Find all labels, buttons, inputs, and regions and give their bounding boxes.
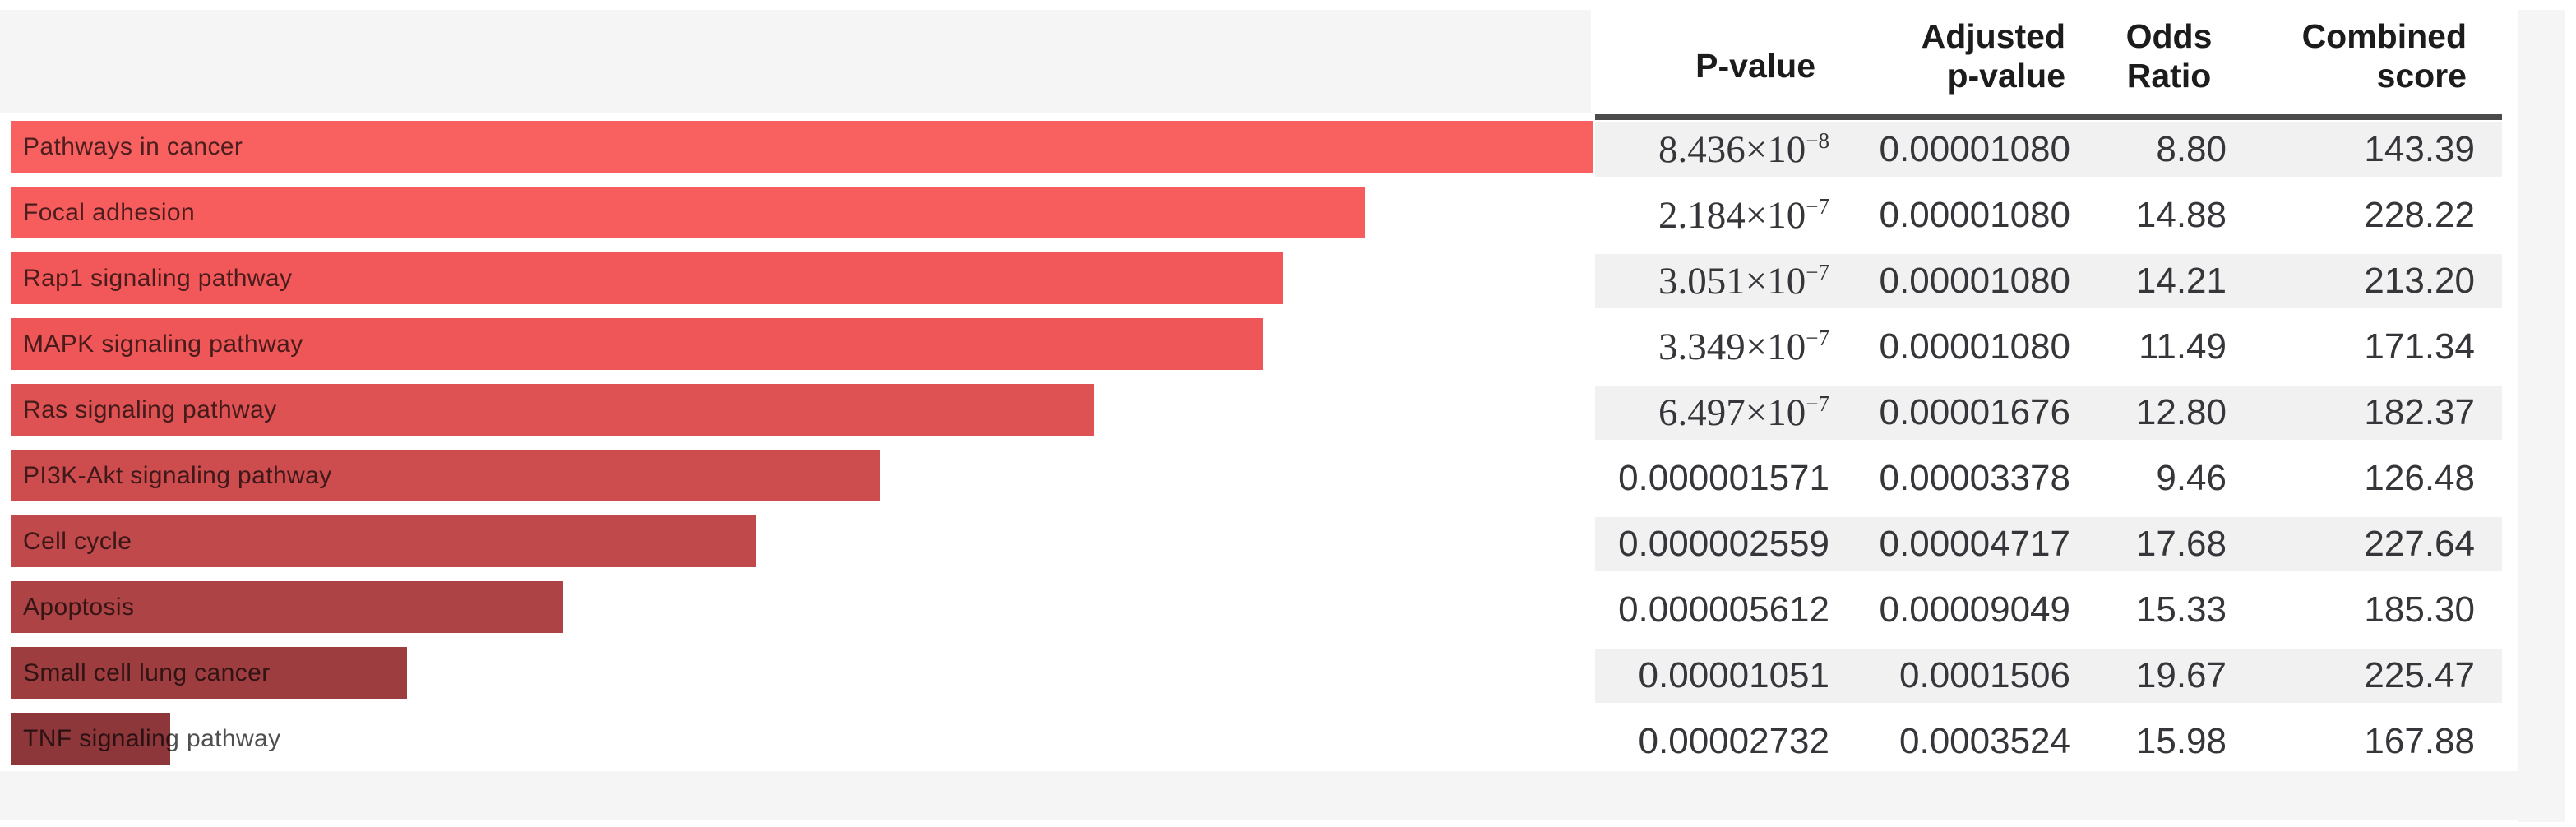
cell-odds-ratio: 14.21 [2135, 261, 2227, 301]
row-band [1595, 517, 2502, 571]
cell-p-value: 3.349×10−7 [1595, 320, 1829, 374]
cell-combined-score: 185.30 [2364, 589, 2475, 630]
cell-combined-score: 143.39 [2364, 129, 2475, 169]
pathway-bar-label: MAPK signaling pathway [23, 330, 303, 358]
pathway-bar: Rap1 signaling pathway [11, 252, 1283, 304]
cell-adjusted-p-value: 0.0001506 [1899, 655, 2070, 695]
cell-combined-score: 126.48 [2364, 458, 2475, 498]
p-value-mantissa: 3.051×10 [1658, 260, 1806, 303]
cell-adjusted-p-value: 0.00001080 [1879, 129, 2070, 169]
cell-odds-ratio: 8.80 [2156, 129, 2227, 169]
pathway-bar-label: Small cell lung cancer [23, 659, 271, 686]
top-margin-strip [0, 10, 1591, 113]
cell-combined-score: 228.22 [2364, 195, 2475, 235]
pathway-bar-label: Apoptosis [23, 594, 135, 621]
column-header-p-value: P-value [1695, 47, 1815, 85]
p-value-text: 0.000001571 [1618, 458, 1829, 498]
cell-p-value: 2.184×10−7 [1595, 188, 1829, 243]
cell-adjusted-p-value: 0.00009049 [1879, 589, 2070, 630]
row-band [1595, 649, 2502, 703]
column-header-line: p-value [1947, 57, 2065, 95]
p-value-mantissa: 6.497×10 [1658, 391, 1806, 434]
cell-adjusted-p-value: 0.00004717 [1879, 524, 2070, 564]
cell-adjusted-p-value: 0.0003524 [1899, 721, 2070, 761]
cell-adjusted-p-value: 0.00003378 [1879, 458, 2070, 498]
cell-adjusted-p-value: 0.00001080 [1879, 326, 2070, 367]
cell-p-value: 6.497×10−7 [1595, 386, 1829, 440]
p-value-mantissa: 2.184×10 [1658, 194, 1806, 237]
p-value-text: 0.000005612 [1618, 589, 1829, 630]
pathway-bar: Cell cycle [11, 515, 756, 567]
column-header-combined-score: Combined score [2220, 16, 2467, 95]
row-band [1595, 254, 2502, 308]
pathway-bar: Pathways in cancer [11, 121, 1593, 173]
p-value-text: 0.00001051 [1638, 655, 1829, 695]
cell-combined-score: 213.20 [2364, 261, 2475, 301]
pathway-bar-label: Cell cycle [23, 528, 132, 555]
p-value-exponent: −7 [1806, 391, 1829, 416]
cell-combined-score: 167.88 [2364, 721, 2475, 761]
cell-odds-ratio: 12.80 [2135, 392, 2227, 432]
cell-p-value: 0.00002732 [1595, 714, 1829, 769]
cell-adjusted-p-value: 0.00001080 [1879, 261, 2070, 301]
column-header-line: Combined [2301, 17, 2467, 55]
cell-combined-score: 182.37 [2364, 392, 2475, 432]
column-header-line: Ratio [2126, 57, 2212, 95]
cell-p-value: 0.000002559 [1595, 517, 1829, 571]
pathway-bar: Focal adhesion [11, 187, 1365, 238]
cell-combined-score: 227.64 [2364, 524, 2475, 564]
cell-p-value: 0.000001571 [1595, 451, 1829, 506]
cell-odds-ratio: 17.68 [2135, 524, 2227, 564]
p-value-exponent: −7 [1806, 260, 1829, 284]
header-rule [1595, 114, 2502, 120]
cell-p-value: 0.00001051 [1595, 649, 1829, 703]
cell-combined-score: 225.47 [2364, 655, 2475, 695]
p-value-mantissa: 3.349×10 [1658, 326, 1806, 368]
cell-odds-ratio: 15.98 [2135, 721, 2227, 761]
cell-p-value: 8.436×10−8 [1595, 122, 1829, 177]
p-value-exponent: −8 [1806, 128, 1829, 153]
column-header-line: Odds [2125, 17, 2213, 55]
pathway-bar: Ras signaling pathway [11, 384, 1094, 436]
pathway-bar: MAPK signaling pathway [11, 318, 1263, 370]
pathway-bar-label: Pathways in cancer [23, 133, 243, 160]
p-value-text: 0.00002732 [1638, 721, 1829, 761]
pathway-bar: PI3K-Akt signaling pathway [11, 450, 880, 501]
pathway-bar-label: TNF signaling pathway [23, 725, 281, 752]
pathway-bar: Small cell lung cancer [11, 647, 407, 699]
cell-adjusted-p-value: 0.00001676 [1879, 392, 2070, 432]
p-value-exponent: −7 [1806, 194, 1829, 219]
cell-adjusted-p-value: 0.00001080 [1879, 195, 2070, 235]
pathway-bar: TNF signaling pathway [11, 713, 280, 765]
cell-odds-ratio: 15.33 [2135, 589, 2227, 630]
p-value-mantissa: 8.436×10 [1658, 128, 1806, 171]
p-value-exponent: −7 [1806, 326, 1829, 350]
cell-combined-score: 171.34 [2364, 326, 2475, 367]
column-header-line: Adjusted [1921, 17, 2065, 55]
column-header-line: score [2376, 57, 2467, 95]
pathway-bar-label: Ras signaling pathway [23, 396, 277, 423]
column-header-adjusted-p-value: Adjusted p-value [1834, 16, 2065, 95]
p-value-text: 0.000002559 [1618, 524, 1829, 564]
cell-p-value: 0.000005612 [1595, 583, 1829, 637]
cell-p-value: 3.051×10−7 [1595, 254, 1829, 308]
column-header-odds-ratio: Odds Ratio [2088, 16, 2250, 95]
pathway-bar-label: PI3K-Akt signaling pathway [23, 462, 332, 489]
cell-odds-ratio: 9.46 [2156, 458, 2227, 498]
pathway-bar: Apoptosis [11, 581, 563, 633]
cell-odds-ratio: 19.67 [2135, 655, 2227, 695]
pathway-bar-label: Rap1 signaling pathway [23, 265, 293, 292]
cell-odds-ratio: 14.88 [2135, 195, 2227, 235]
pathway-bar-label: Focal adhesion [23, 199, 196, 226]
row-band [1595, 386, 2502, 440]
right-margin-strip [2518, 10, 2565, 822]
bottom-margin-strip [0, 771, 2565, 820]
row-band [1595, 122, 2502, 177]
cell-odds-ratio: 11.49 [2139, 326, 2227, 367]
